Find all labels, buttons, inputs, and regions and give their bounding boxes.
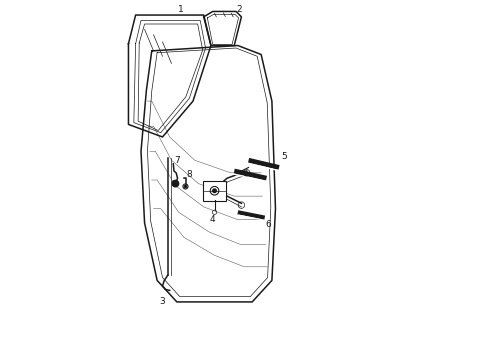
Text: 7: 7 xyxy=(175,156,180,165)
Text: 2: 2 xyxy=(237,5,243,14)
Text: 5: 5 xyxy=(281,152,287,161)
FancyBboxPatch shape xyxy=(203,181,225,201)
Text: 6: 6 xyxy=(266,220,271,229)
Circle shape xyxy=(213,189,216,193)
Circle shape xyxy=(172,180,179,187)
Circle shape xyxy=(184,185,187,188)
Text: 3: 3 xyxy=(160,297,166,306)
Text: 1: 1 xyxy=(177,5,183,14)
Text: 8: 8 xyxy=(187,170,192,179)
Text: 4: 4 xyxy=(210,215,216,224)
